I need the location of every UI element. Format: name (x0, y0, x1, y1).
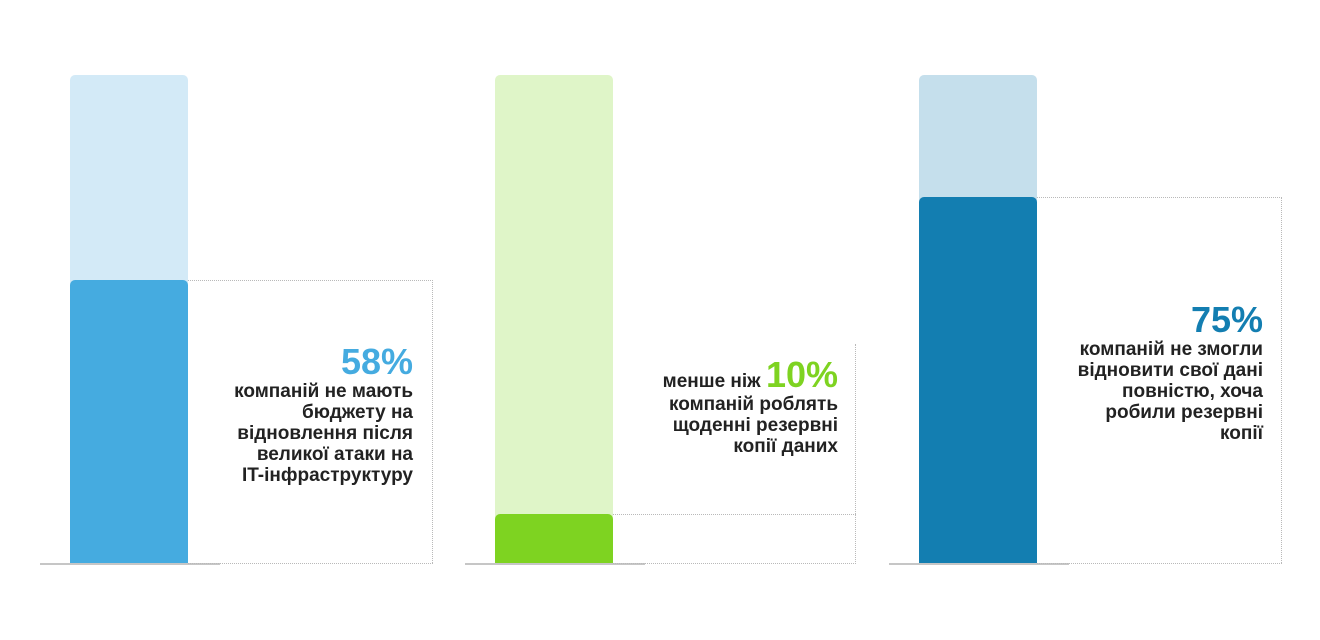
caption-2-line-2: щоденні резервні (672, 415, 838, 436)
caption-2-line-0: менше ніж 10% (578, 356, 838, 394)
caption-2-line-3: копії даних (733, 436, 838, 457)
baseline-2 (465, 563, 645, 565)
guide-bottom-3 (1037, 563, 1282, 564)
bar-fill-2 (495, 514, 613, 563)
value-label-2: 10% (765, 354, 838, 395)
baseline-1 (40, 563, 220, 565)
value-label-3: 75% (1190, 299, 1263, 340)
caption-3-line-4: робили резервні (1105, 402, 1263, 423)
guide-right-3 (1281, 197, 1282, 563)
guide-bottom-2 (613, 563, 856, 564)
caption-3: 75% компаній не змогли відновити свої да… (1023, 299, 1263, 445)
bar-fill-3 (919, 197, 1037, 563)
caption-3-line-2: відновити свої дані (1077, 360, 1263, 381)
guide-right-2 (855, 344, 856, 564)
stat-panel-2: менше ніж 10% компаній роблять щоденні р… (465, 0, 885, 640)
caption-1-line-1: компаній не мають (234, 381, 413, 402)
bar-track-2 (495, 75, 613, 563)
caption-3-line-3: повністю, хоча (1122, 381, 1263, 402)
bar-fill-1 (70, 280, 188, 563)
guide-top-3 (1037, 197, 1282, 198)
caption-2: менше ніж 10% компаній роблять щоденні р… (578, 356, 838, 458)
caption-1-line-3: відновлення після (237, 423, 413, 444)
guide-top-2 (613, 514, 856, 515)
value-label-1: 58% (340, 341, 413, 382)
guide-right-1 (432, 280, 433, 563)
stat-panel-1: 58% компаній не мають бюджету на відновл… (40, 0, 460, 640)
baseline-3 (889, 563, 1069, 565)
caption-1-line-4: великої атаки на (256, 444, 413, 465)
caption-1-line-5: IT-інфраструктуру (241, 465, 413, 486)
guide-bottom-1 (188, 563, 433, 564)
prefix-label-2: менше ніж (662, 371, 761, 392)
caption-1-line-2: бюджету на (302, 402, 413, 423)
stat-panel-3: 75% компаній не змогли відновити свої да… (889, 0, 1309, 640)
caption-3-line-1: компаній не змогли (1079, 339, 1263, 360)
caption-1: 58% компаній не мають бюджету на відновл… (183, 341, 413, 487)
guide-top-1 (188, 280, 433, 281)
caption-2-line-1: компаній роблять (668, 394, 838, 415)
caption-3-line-5: копії (1220, 423, 1263, 444)
